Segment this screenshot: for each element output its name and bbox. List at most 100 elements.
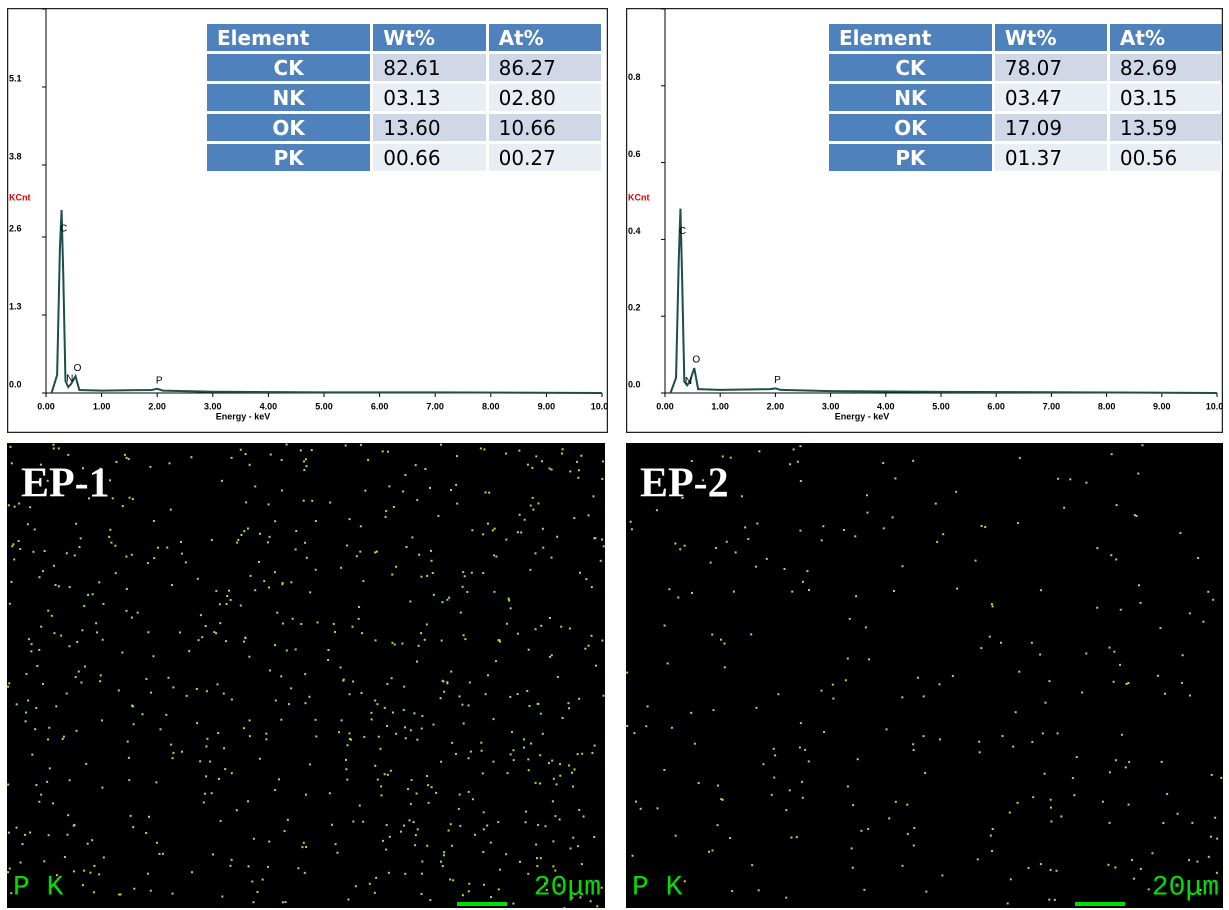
map-dot [802, 797, 804, 799]
map-dot [209, 761, 211, 763]
table-row: NK03.4703.15 [829, 84, 1222, 111]
map-dot [601, 640, 603, 642]
map-dot [1018, 671, 1020, 673]
map-dot [1127, 682, 1129, 684]
map-dot [129, 497, 131, 499]
map-dot [490, 896, 492, 898]
map-dot [409, 819, 411, 821]
map-dot [11, 462, 13, 464]
map-dot [217, 732, 219, 734]
map-dot [585, 578, 587, 580]
map-dot [481, 750, 483, 752]
map-dot [280, 675, 282, 677]
map-dot [415, 834, 417, 836]
map-dot [426, 775, 428, 777]
map-dot [240, 605, 242, 607]
map-dot [181, 751, 183, 753]
map-dot [989, 636, 991, 638]
map-dot [912, 743, 914, 745]
map-dot [156, 842, 158, 844]
map-dot [247, 528, 249, 530]
table-row: NK03.1302.80 [207, 84, 601, 111]
map-dot [901, 696, 903, 698]
map-dot [42, 570, 44, 572]
map-dot [196, 688, 198, 690]
map-dot [1134, 514, 1136, 516]
map-dot [171, 584, 173, 586]
map-dot [118, 894, 120, 896]
map-dot [256, 891, 258, 893]
map-dot [1208, 856, 1210, 858]
map-dot [552, 800, 554, 802]
map-dot [230, 599, 232, 601]
map-dot [125, 556, 127, 558]
map-dot [226, 603, 228, 605]
map-dot [27, 523, 29, 525]
peak-label: P [774, 375, 781, 386]
map-dot [409, 600, 411, 602]
map-dot [429, 899, 431, 901]
map-dot [482, 851, 484, 853]
x-tick-label: 6.00 [987, 401, 1005, 411]
map-dot [539, 754, 541, 756]
map-dot [248, 865, 250, 867]
map-dot [684, 545, 686, 547]
map-dot [525, 811, 527, 813]
map-dot [821, 539, 823, 541]
map-dot [1160, 627, 1162, 629]
map-dot [442, 865, 444, 867]
map-dot [376, 703, 378, 705]
map-dot [1072, 777, 1074, 779]
table-cell: 01.37 [995, 144, 1107, 171]
table-cell: NK [829, 84, 992, 111]
map-dot [131, 617, 133, 619]
map-dot [132, 498, 134, 500]
map-dot [866, 512, 868, 514]
map-dot [303, 842, 305, 844]
x-tick-label: 3.00 [822, 401, 840, 411]
map-dot [25, 711, 27, 713]
map-dot [531, 467, 533, 469]
map-dot [200, 614, 202, 616]
map-dot [216, 683, 218, 685]
map-dot [711, 849, 713, 851]
y-tick-label: 2.6 [9, 223, 22, 233]
map-dot [391, 574, 393, 576]
table-cell: 82.69 [1110, 54, 1222, 81]
map-dot [578, 698, 580, 700]
map-dot [507, 772, 509, 774]
x-tick-label: 10.00 [1206, 401, 1223, 411]
map-dot [346, 545, 348, 547]
map-dot [304, 872, 306, 874]
map-dot [20, 862, 22, 864]
map-dot [346, 779, 348, 781]
map-dot [508, 599, 510, 601]
map-dot [480, 447, 482, 449]
map-dot [243, 727, 245, 729]
map-dot [1196, 861, 1198, 863]
peak-label: C [60, 224, 67, 235]
map-dot [231, 772, 233, 774]
map-dot [145, 678, 147, 680]
map-dot [181, 553, 183, 555]
map-dot [497, 821, 499, 823]
map-dot [215, 590, 217, 592]
map-dot [347, 899, 349, 901]
map-dot [506, 623, 508, 625]
map-dot [640, 808, 642, 810]
table-cell: 82.61 [373, 54, 485, 81]
map-dot [126, 457, 128, 459]
map-dot [601, 539, 603, 541]
map-dot [495, 556, 497, 558]
map-dot [556, 536, 558, 538]
x-tick-label: 1.00 [711, 401, 729, 411]
map-dot [722, 799, 724, 801]
map-dot [274, 644, 276, 646]
map-dot [517, 633, 519, 635]
map-dot [429, 487, 431, 489]
map-dot [297, 867, 299, 869]
map-dot [456, 455, 458, 457]
map-dot [571, 772, 573, 774]
map-dot [315, 569, 317, 571]
map-dot [92, 593, 94, 595]
